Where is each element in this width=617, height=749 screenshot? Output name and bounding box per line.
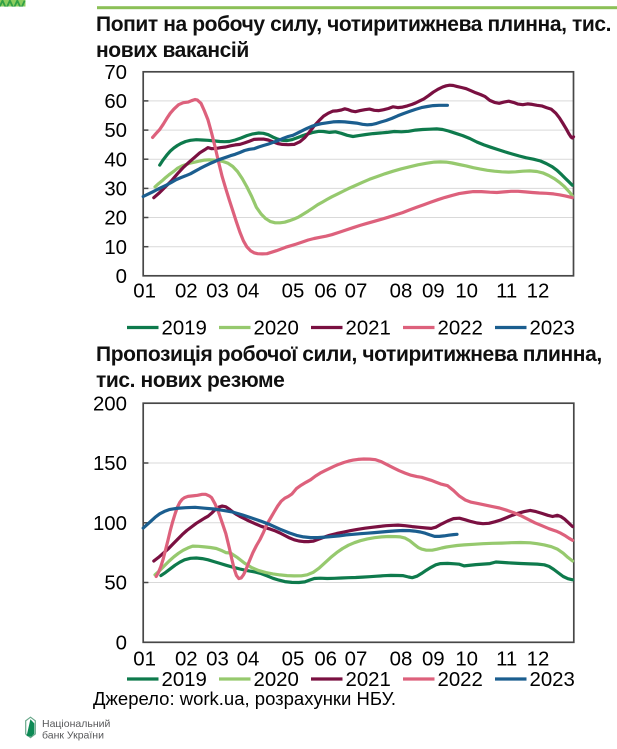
svg-text:08: 08 <box>390 280 413 302</box>
svg-text:02: 02 <box>175 280 198 302</box>
svg-text:2021: 2021 <box>346 318 391 340</box>
svg-text:2019: 2019 <box>162 669 207 691</box>
svg-text:2021: 2021 <box>346 669 391 691</box>
svg-text:2019: 2019 <box>162 318 207 340</box>
svg-text:нових вакансій: нових вакансій <box>96 39 249 62</box>
svg-text:2020: 2020 <box>254 318 299 340</box>
svg-text:06: 06 <box>314 649 337 671</box>
svg-text:20: 20 <box>104 208 127 230</box>
svg-text:40: 40 <box>104 149 127 171</box>
svg-text:2023: 2023 <box>530 669 575 691</box>
svg-text:03: 03 <box>206 280 229 302</box>
svg-text:Пропозиція робочої сили, чотир: Пропозиція робочої сили, чотиритижнева п… <box>96 343 602 366</box>
svg-text:06: 06 <box>314 280 337 302</box>
svg-text:2020: 2020 <box>254 669 299 691</box>
svg-text:04: 04 <box>237 280 260 302</box>
svg-text:тис. нових резюме: тис. нових резюме <box>96 369 284 392</box>
svg-text:0: 0 <box>116 266 127 288</box>
svg-text:11: 11 <box>496 280 517 302</box>
svg-text:02: 02 <box>175 649 198 671</box>
svg-text:2022: 2022 <box>438 318 483 340</box>
svg-text:70: 70 <box>104 62 127 84</box>
svg-text:2023: 2023 <box>530 318 575 340</box>
svg-text:банк України: банк України <box>42 730 104 742</box>
svg-text:04: 04 <box>237 649 260 671</box>
svg-text:50: 50 <box>104 573 127 595</box>
svg-text:2022: 2022 <box>438 669 483 691</box>
svg-text:05: 05 <box>282 280 305 302</box>
svg-text:05: 05 <box>282 649 305 671</box>
svg-text:30: 30 <box>104 179 127 201</box>
svg-text:Попит на робочу силу, чотирити: Попит на робочу силу, чотиритижнева плин… <box>96 13 611 36</box>
svg-text:200: 200 <box>93 393 127 415</box>
svg-text:01: 01 <box>133 649 156 671</box>
svg-text:09: 09 <box>422 280 445 302</box>
svg-text:10: 10 <box>455 649 478 671</box>
svg-text:11: 11 <box>496 649 517 671</box>
svg-text:01: 01 <box>133 280 156 302</box>
svg-text:09: 09 <box>422 649 445 671</box>
svg-text:Національний: Національний <box>42 718 111 730</box>
svg-text:12: 12 <box>527 280 550 302</box>
svg-text:03: 03 <box>206 649 229 671</box>
svg-text:07: 07 <box>345 280 368 302</box>
svg-text:Джерело: work.ua, розрахунки Н: Джерело: work.ua, розрахунки НБУ. <box>93 688 396 709</box>
svg-text:100: 100 <box>93 513 127 535</box>
svg-text:0: 0 <box>116 632 127 654</box>
svg-text:08: 08 <box>390 649 413 671</box>
svg-text:10: 10 <box>455 280 478 302</box>
svg-text:07: 07 <box>345 649 368 671</box>
svg-text:10: 10 <box>104 237 127 259</box>
svg-text:150: 150 <box>93 453 127 475</box>
svg-text:60: 60 <box>104 91 127 113</box>
svg-text:12: 12 <box>527 649 550 671</box>
svg-text:50: 50 <box>104 120 127 142</box>
